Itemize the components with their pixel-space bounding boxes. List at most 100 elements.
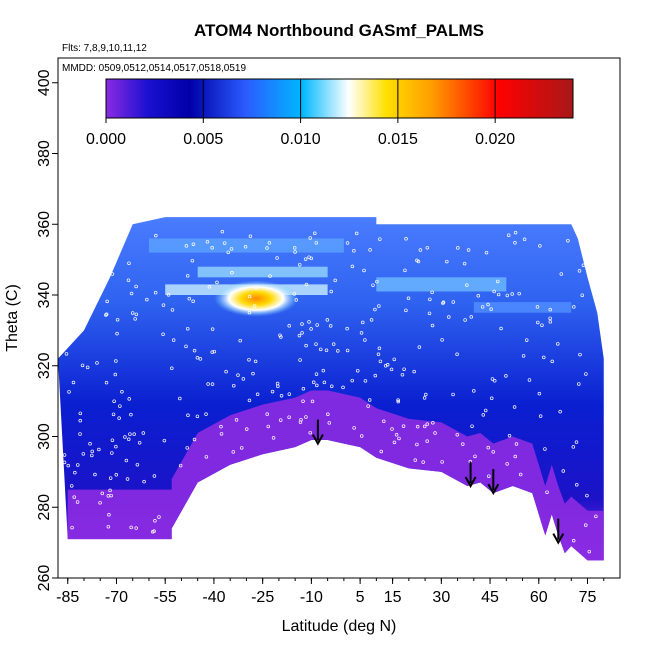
sample-point [430, 290, 434, 295]
x-tick-label: -40 [202, 589, 225, 606]
colorbar-tick-label: 0.005 [183, 131, 223, 148]
sample-point [308, 236, 312, 240]
colorbar-tick-label: 0.015 [378, 131, 418, 148]
sample-point [310, 399, 315, 404]
sample-point [430, 323, 435, 328]
sample-point [205, 239, 210, 244]
sample-point [362, 268, 366, 273]
sample-point [108, 476, 113, 480]
sample-point [542, 355, 546, 360]
sample-point [550, 359, 554, 364]
sample-point [456, 246, 460, 250]
sample-point [418, 248, 423, 252]
sample-point [412, 369, 416, 374]
sample-point [447, 315, 451, 319]
sample-point [108, 488, 112, 493]
plot-frame [57, 57, 621, 579]
sample-point [170, 366, 174, 371]
sample-point [314, 342, 318, 346]
sample-point [495, 279, 500, 284]
sample-point [229, 247, 234, 251]
sample-point [465, 283, 469, 287]
sample-point [186, 413, 190, 418]
sample-point [484, 250, 489, 255]
x-tick-label: 5 [356, 589, 365, 606]
sample-point [191, 299, 195, 304]
sample-point [185, 273, 190, 278]
sample-point [117, 416, 121, 420]
axes: -85 -70 -55 -40 -25 -10 5 15 30 45 60 75 260 280 300 32… [36, 69, 605, 606]
sample-point [308, 430, 313, 435]
sample-point [253, 359, 258, 364]
sample-point [153, 290, 158, 295]
low-value-band [67, 390, 604, 561]
sample-point [98, 500, 102, 505]
sample-point [368, 248, 372, 252]
sample-point [287, 415, 291, 419]
sample-point [538, 414, 543, 418]
sample-point [69, 484, 74, 488]
sample-point [345, 348, 350, 353]
sample-point [251, 371, 255, 376]
sample-point [545, 490, 549, 494]
sample-point [152, 474, 157, 478]
sample-point [394, 433, 399, 437]
sample-point [425, 422, 430, 426]
sample-point [521, 354, 526, 358]
sample-point [403, 268, 407, 273]
sample-point [463, 318, 467, 322]
x-tick-label: 30 [432, 589, 450, 606]
sample-point [166, 293, 171, 297]
sample-point [104, 380, 109, 385]
sample-point [559, 272, 564, 276]
sample-point [134, 526, 138, 530]
sample-point [190, 258, 195, 263]
sample-point [72, 495, 76, 499]
sample-point [400, 372, 405, 377]
y-tick-label: 340 [36, 282, 53, 309]
sample-point [451, 392, 455, 397]
sample-point [115, 331, 119, 336]
sample-point [341, 385, 345, 390]
sample-point [265, 412, 269, 416]
sample-point [581, 263, 586, 268]
sample-point [303, 257, 308, 261]
sample-point [390, 427, 394, 431]
sample-point [507, 434, 512, 438]
sample-point [359, 434, 364, 438]
sample-point [366, 404, 370, 408]
y-tick-label: 280 [36, 494, 53, 521]
sample-point [350, 264, 355, 269]
sample-point [375, 279, 379, 284]
sample-point [548, 319, 553, 324]
sample-point [137, 440, 142, 445]
sample-point [586, 234, 590, 239]
sample-point [543, 447, 547, 451]
sample-point [195, 414, 200, 419]
sample-point [152, 529, 156, 533]
y-tick-label: 260 [36, 565, 53, 592]
sample-point [535, 305, 540, 309]
chart-title: ATOM4 Northbound GASmf_PALMS [194, 21, 484, 40]
colorbar-gradient [105, 78, 574, 119]
sample-point [514, 442, 519, 446]
sample-point [445, 259, 449, 264]
sample-point [492, 379, 497, 383]
sample-point [226, 250, 230, 255]
sample-point [440, 338, 444, 342]
sample-point [377, 304, 381, 308]
sample-point [129, 412, 133, 417]
sample-point [404, 237, 408, 241]
sample-point [207, 285, 212, 289]
sample-point [301, 399, 305, 403]
sample-point [354, 231, 359, 236]
sample-point [88, 442, 92, 446]
field-streak [197, 266, 328, 278]
colorbar: 0.000 0.005 0.010 0.015 0.020 [86, 78, 574, 148]
sample-point [513, 241, 517, 245]
sample-point [383, 364, 388, 368]
sample-point [415, 258, 419, 263]
sample-point [325, 318, 330, 322]
sample-point [110, 272, 115, 276]
